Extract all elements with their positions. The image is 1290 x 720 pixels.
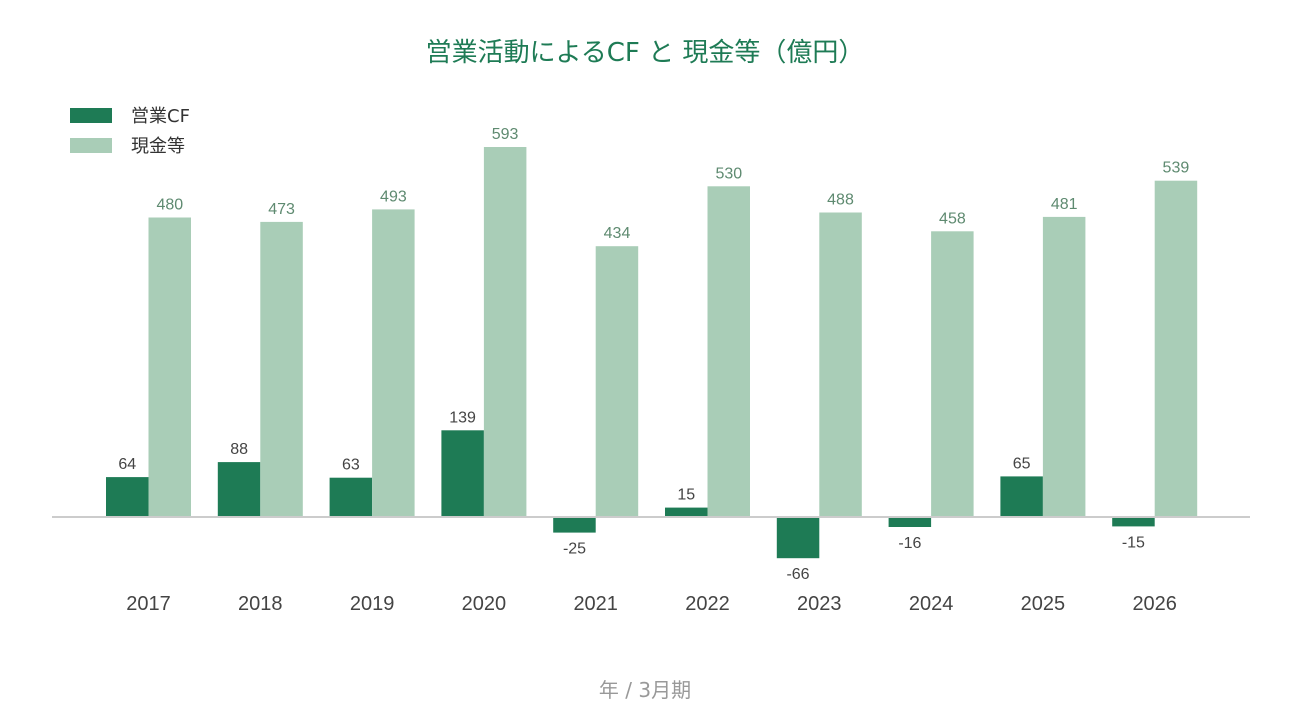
data-label-cash-2019: 493 xyxy=(380,188,407,205)
x-tick-label-2017: 2017 xyxy=(126,593,171,615)
data-label-cash-2021: 434 xyxy=(604,225,631,242)
legend-swatch-cf xyxy=(70,107,112,123)
x-axis-title: 年 / 3月期 xyxy=(598,678,692,702)
bar-cash-2022 xyxy=(707,186,750,518)
legend-swatch-cash xyxy=(70,137,112,153)
x-tick-label-2024: 2024 xyxy=(909,593,954,615)
bar-cf-2022 xyxy=(665,507,708,517)
bar-cf-2019 xyxy=(329,477,373,517)
bar-cf-2026 xyxy=(1112,517,1155,527)
legend-item-cash: 現金等 xyxy=(70,130,190,160)
bar-cash-2025 xyxy=(1042,216,1086,517)
data-label-cf-2026: -15 xyxy=(1122,534,1145,551)
bar-cf-2018 xyxy=(217,462,261,517)
bar-cash-2026 xyxy=(1154,180,1198,517)
data-label-cash-2022: 530 xyxy=(715,165,742,182)
bar-cash-2024 xyxy=(931,231,974,518)
bar-cf-2020 xyxy=(441,430,484,517)
x-tick-label-2019: 2019 xyxy=(350,593,395,615)
legend-label-cf: 営業CF xyxy=(131,106,190,127)
legend-label-cash: 現金等 xyxy=(131,136,185,157)
bar-cash-2021 xyxy=(595,246,639,517)
x-tick-label-2025: 2025 xyxy=(1021,593,1066,615)
x-tick-label-2026: 2026 xyxy=(1132,593,1177,615)
x-tick-label-2021: 2021 xyxy=(573,593,618,615)
data-label-cash-2023: 488 xyxy=(827,192,854,209)
bar-cash-2020 xyxy=(483,147,527,517)
data-label-cash-2020: 593 xyxy=(492,126,519,143)
data-label-cf-2022: 15 xyxy=(677,487,695,504)
data-label-cf-2020: 139 xyxy=(449,409,476,426)
data-label-cash-2018: 473 xyxy=(268,201,295,218)
bar-cash-2023 xyxy=(819,212,862,517)
data-label-cash-2026: 539 xyxy=(1163,160,1190,177)
bar-cash-2018 xyxy=(260,221,303,517)
data-label-cash-2017: 480 xyxy=(156,197,183,214)
chart-title: 営業活動によるCF と 現金等（億円） xyxy=(425,38,865,68)
data-label-cf-2025: 65 xyxy=(1013,455,1031,472)
x-tick-label-2022: 2022 xyxy=(685,593,730,615)
bar-cf-2021 xyxy=(553,517,596,533)
legend-item-cf: 営業CF xyxy=(70,100,190,130)
data-label-cf-2021: -25 xyxy=(563,541,586,558)
data-label-cf-2017: 64 xyxy=(118,456,136,473)
x-tick-label-2023: 2023 xyxy=(797,593,842,615)
bar-cf-2017 xyxy=(106,477,149,517)
bar-cash-2017 xyxy=(148,217,191,517)
bar-cf-2023 xyxy=(776,517,820,559)
x-tick-label-2018: 2018 xyxy=(238,593,283,615)
x-tick-label-2020: 2020 xyxy=(462,593,507,615)
data-label-cash-2024: 458 xyxy=(939,210,966,227)
bar-cf-2025 xyxy=(1000,476,1043,517)
data-label-cf-2018: 88 xyxy=(230,441,248,458)
legend: 営業CF 現金等 xyxy=(70,100,190,160)
data-label-cf-2019: 63 xyxy=(342,457,360,474)
data-label-cf-2024: -16 xyxy=(898,535,921,552)
data-label-cash-2025: 481 xyxy=(1051,196,1078,213)
bar-cf-2024 xyxy=(888,517,932,527)
bar-cash-2019 xyxy=(372,209,415,517)
data-label-cf-2023: -66 xyxy=(786,566,809,583)
